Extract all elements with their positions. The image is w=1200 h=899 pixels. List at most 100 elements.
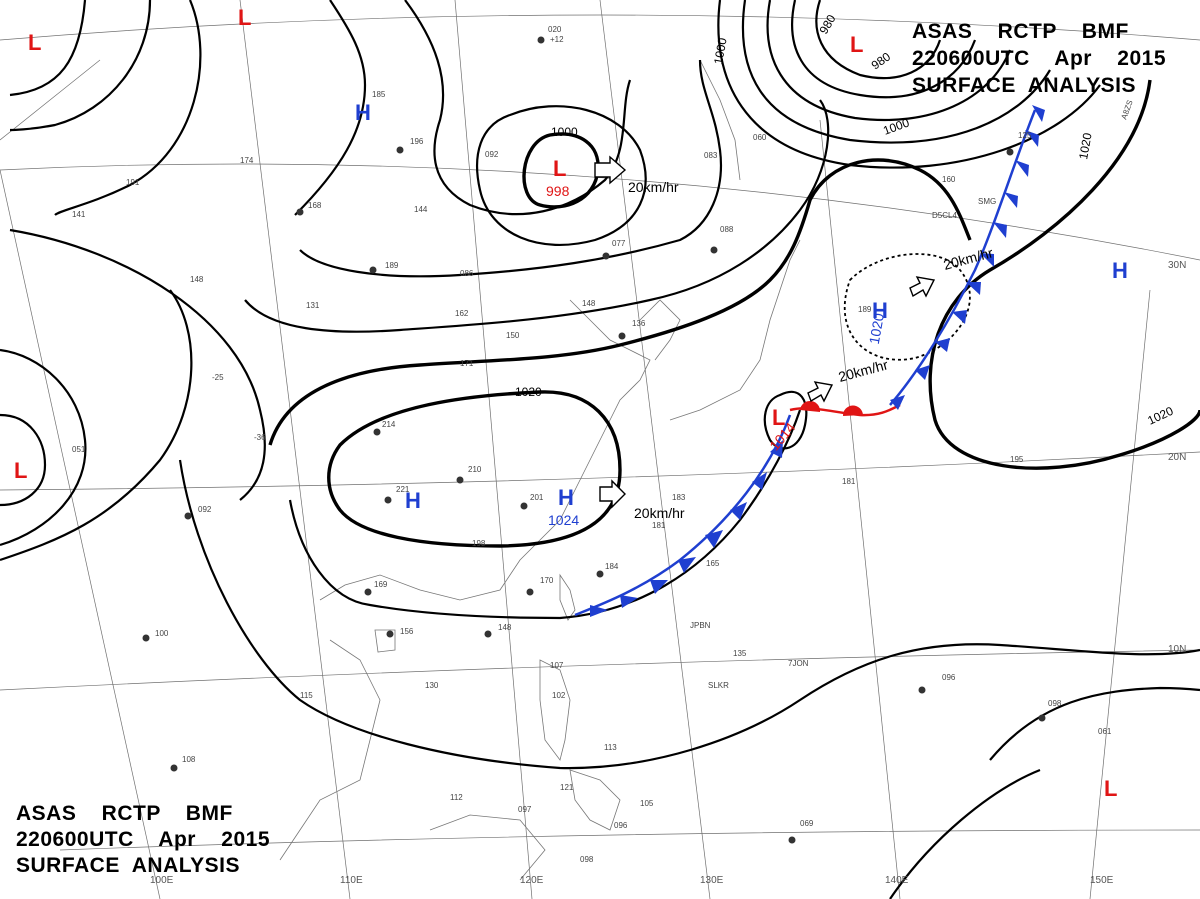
station-text: 214 — [382, 420, 396, 429]
coast-luzon — [539, 659, 571, 761]
header-line-1: ASAS RCTP BMF — [912, 20, 1129, 43]
coast-philippines-south — [569, 769, 621, 831]
station-text: 148 — [498, 623, 512, 632]
station-text: 136 — [632, 319, 646, 328]
isobar-south-2 — [178, 459, 1200, 770]
station-text: A8ZS — [1119, 99, 1134, 121]
coast-indochina — [279, 639, 381, 861]
low-center-symbol: L — [553, 156, 566, 181]
coast-china — [319, 299, 651, 601]
isobar-ne-5 — [717, 0, 1101, 169]
meridian-100e — [0, 169, 161, 899]
arrow-high-1024 — [599, 479, 626, 509]
isobar-north-loop — [404, 0, 632, 216]
station-text: 020 — [548, 25, 562, 34]
isobar-label: 1020 — [1076, 131, 1094, 160]
isobar-ne-1 — [815, 0, 942, 80]
station-text: 113 — [604, 743, 617, 752]
station-circle — [184, 512, 192, 520]
station-text: 096 — [942, 673, 956, 682]
station-text: 097 — [518, 805, 532, 814]
station-text: 183 — [672, 493, 686, 502]
station-text: 100 — [155, 629, 169, 638]
low-center-symbol: L — [850, 32, 863, 57]
station-text: 108 — [182, 755, 196, 764]
coast-sakhalin — [699, 59, 741, 181]
station-text: +12 — [550, 35, 564, 44]
station-circle — [618, 332, 626, 340]
cold-front-barb — [752, 472, 767, 490]
isobar-ne-4 — [741, 0, 1051, 144]
meridian-extra — [0, 59, 101, 141]
station-circle — [456, 476, 464, 484]
station-text: 7JON — [788, 659, 809, 668]
cold-front-barb — [1025, 130, 1039, 147]
station-plots: 020 +12 185 196 092 174 191 141 168 144 … — [72, 25, 1135, 864]
station-text: 201 — [530, 493, 544, 502]
cold-front-barb — [1015, 160, 1029, 177]
cold-front-barb — [1004, 192, 1018, 208]
arrow-low-1014 — [807, 381, 834, 403]
cold-front-northeast — [889, 109, 1037, 406]
high-center-symbol: H — [558, 485, 574, 510]
station-text: 189 — [385, 261, 399, 270]
station-text: 165 — [706, 559, 720, 568]
isobar-north-1 — [54, 0, 202, 216]
station-circle — [373, 428, 381, 436]
coast-taiwan — [559, 573, 576, 621]
station-text: 125 — [1018, 131, 1032, 140]
cold-front-barb — [993, 222, 1007, 238]
station-circle — [170, 764, 178, 772]
station-text: SMG — [978, 197, 996, 206]
station-circle — [369, 266, 377, 274]
station-text: 121 — [560, 783, 574, 792]
station-circle — [364, 588, 372, 596]
cold-front-barb — [620, 595, 638, 608]
fronts — [574, 105, 1045, 617]
station-text: 092 — [485, 150, 499, 159]
isobar-1020-west — [268, 158, 972, 446]
parallel-0n — [59, 829, 1200, 851]
station-text: 174 — [240, 156, 254, 165]
station-text: 160 — [942, 175, 956, 184]
station-text: 088 — [720, 225, 734, 234]
station-text: 083 — [704, 151, 718, 160]
cold-front-barb — [935, 338, 950, 352]
cold-front-barb — [650, 580, 668, 594]
lat-label: 20N — [1168, 452, 1186, 463]
station-text: 060 — [753, 133, 767, 142]
station-text: 221 — [396, 485, 410, 494]
footer-line-3: SURFACE ANALYSIS — [16, 854, 240, 877]
lon-label: 130E — [700, 875, 724, 886]
isobar-low-1014-ring — [763, 390, 808, 450]
low-center-symbol: L — [14, 458, 27, 483]
isobar-label: 1000 — [551, 125, 578, 139]
station-text: 195 — [1010, 455, 1024, 464]
header-line-3: SURFACE ANALYSIS — [912, 74, 1136, 97]
isobar-central-2 — [244, 99, 830, 333]
header-block: ASAS RCTP BMF 220600UTC Apr 2015 SURFACE… — [912, 20, 1166, 97]
isobar-label: 1020 — [515, 385, 542, 399]
isobar-low-west — [0, 348, 87, 547]
cold-front-barb — [590, 605, 608, 617]
isobar-high-1024 — [327, 390, 622, 548]
lat-label: 30N — [1168, 260, 1186, 271]
isobar-ne-1020 — [928, 79, 1200, 470]
station-circle — [296, 208, 304, 216]
station-text: 168 — [308, 201, 322, 210]
movement-arrows — [594, 155, 936, 509]
coast-korea — [639, 299, 681, 361]
station-text: 102 — [552, 691, 566, 700]
station-text: 184 — [605, 562, 619, 571]
lon-label: 120E — [520, 875, 544, 886]
station-text: 171 — [460, 359, 474, 368]
cold-front-barb — [1032, 105, 1045, 122]
isobar-high-1020-east — [843, 253, 971, 361]
footer-line-2: 220600UTC Apr 2015 — [16, 828, 270, 851]
station-text: 191 — [126, 178, 140, 187]
station-text: 185 — [372, 90, 386, 99]
cold-front-barb — [952, 310, 967, 324]
meridian-110e — [239, 0, 351, 899]
